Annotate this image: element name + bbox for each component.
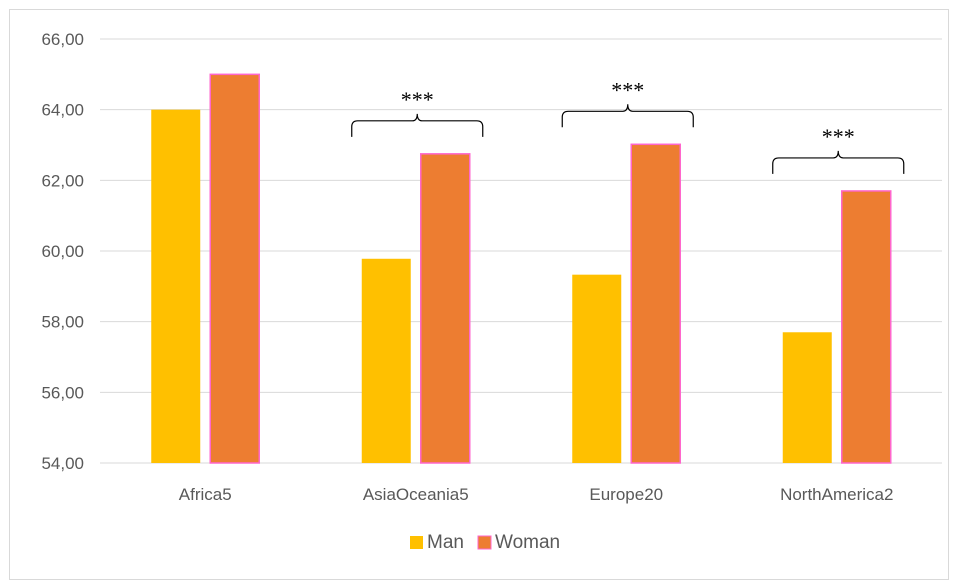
legend-label-man: Man xyxy=(427,532,464,553)
legend-swatch-man xyxy=(410,536,423,549)
significance-bracket xyxy=(561,104,694,128)
significance-bracket xyxy=(772,150,905,174)
y-tick-label: 54,00 xyxy=(41,454,84,473)
legend-label-woman: Woman xyxy=(495,532,560,553)
y-tick-label: 56,00 xyxy=(41,383,84,402)
y-tick-label: 60,00 xyxy=(41,242,84,261)
x-tick-label: NorthAmerica2 xyxy=(780,485,893,504)
bar-man-northamerica2 xyxy=(782,332,832,463)
bar-woman-northamerica2 xyxy=(841,190,892,464)
significance-bracket xyxy=(351,113,484,137)
y-tick-label: 66,00 xyxy=(41,30,84,49)
bar-man-asiaoceania5 xyxy=(361,258,411,463)
x-tick-label: Europe20 xyxy=(589,485,663,504)
legend-swatch-woman xyxy=(477,535,492,550)
bar-man-africa5 xyxy=(151,109,201,464)
y-tick-label: 64,00 xyxy=(41,101,84,120)
y-tick-label: 58,00 xyxy=(41,313,84,332)
bar-woman-asiaoceania5 xyxy=(420,153,471,464)
bar-woman-africa5 xyxy=(209,73,260,464)
significance-label: *** xyxy=(401,87,434,112)
x-tick-label: Africa5 xyxy=(179,485,232,504)
x-tick-label: AsiaOceania5 xyxy=(363,485,469,504)
bar-woman-europe20 xyxy=(630,143,681,464)
significance-label: *** xyxy=(822,124,855,149)
bar-man-europe20 xyxy=(572,274,622,463)
y-tick-label: 62,00 xyxy=(41,171,84,190)
significance-label: *** xyxy=(611,77,644,102)
